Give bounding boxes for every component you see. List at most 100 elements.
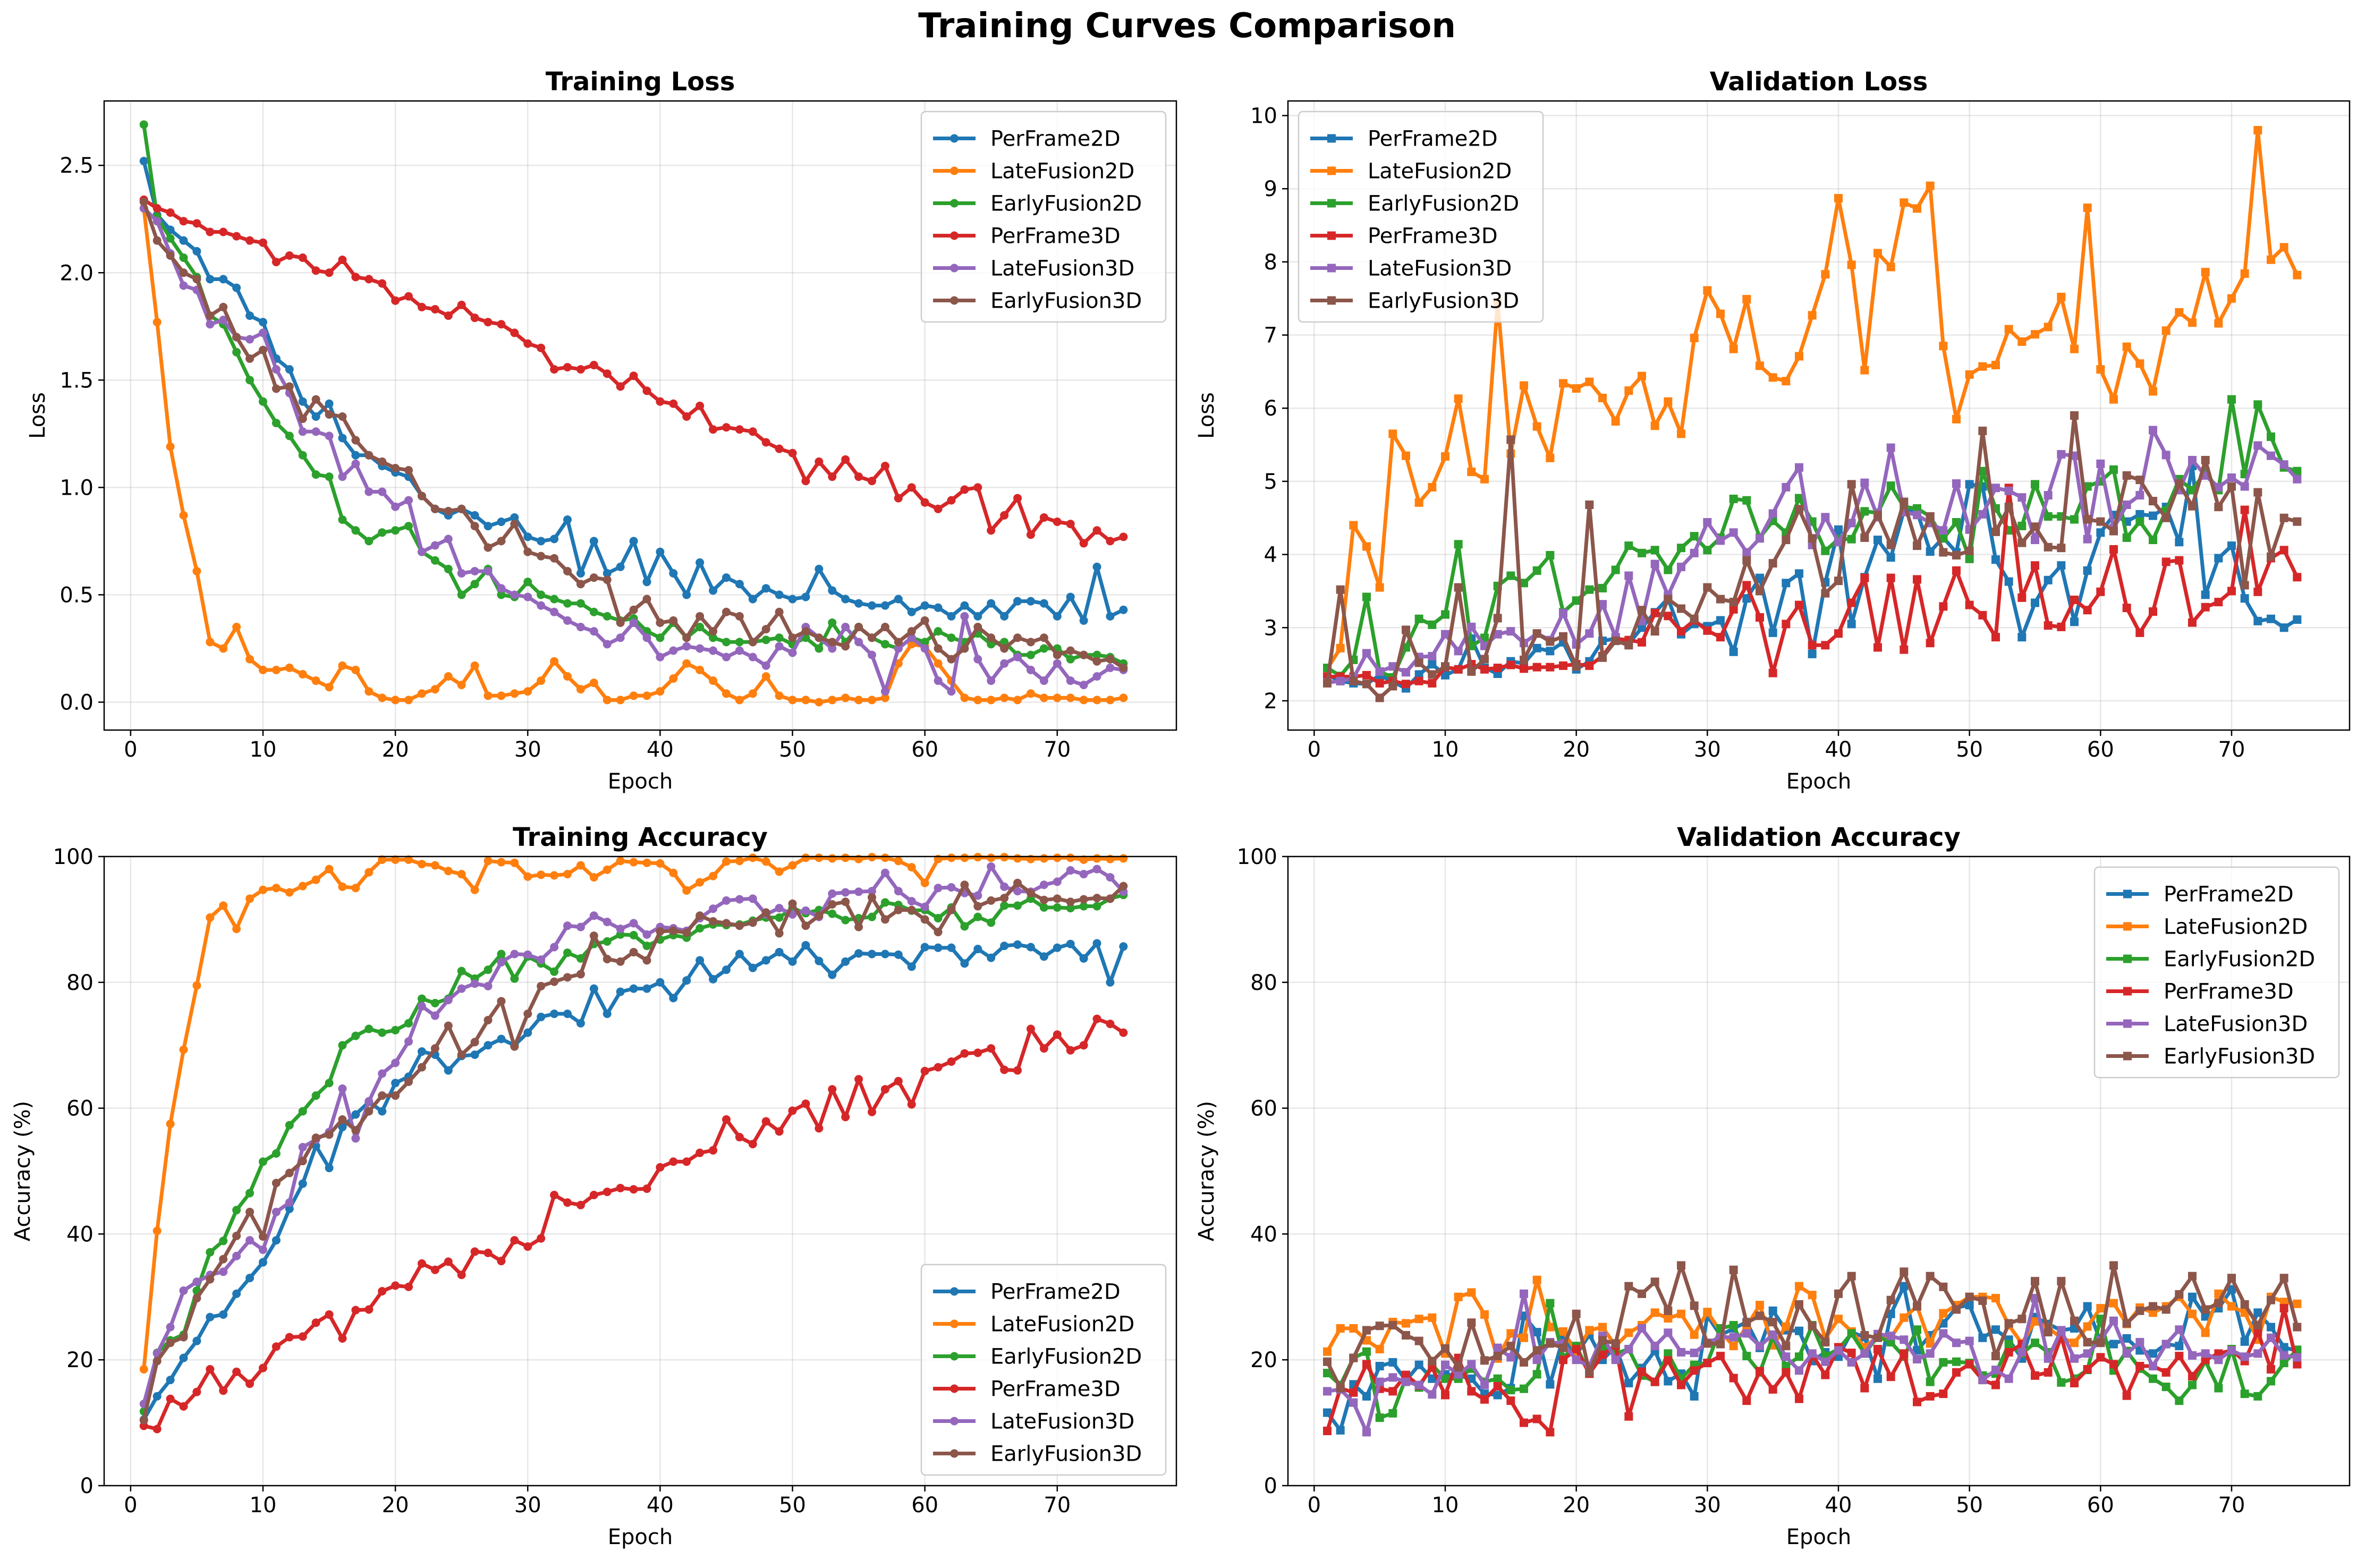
training-accuracy-point-latefusion2d-5 <box>192 981 201 990</box>
training-accuracy-point-earlyfusion2d-15 <box>325 1079 334 1088</box>
training-accuracy-legend-label-perframe3d: PerFrame3D <box>990 1377 1121 1402</box>
training-loss-point-earlyfusion3d-5 <box>192 275 201 284</box>
training-loss-point-perframe3d-23 <box>430 304 439 313</box>
training-loss-ytick-label: 2.5 <box>60 154 94 178</box>
validation-accuracy-point-earlyfusion2d-53 <box>2004 1340 2013 1349</box>
training-accuracy-point-earlyfusion2d-72 <box>1079 902 1088 911</box>
training-accuracy-point-perframe2d-24 <box>444 1066 453 1075</box>
validation-loss-point-latefusion2d-21 <box>1585 377 1594 386</box>
training-accuracy-point-latefusion3d-29 <box>510 950 519 959</box>
validation-accuracy-point-latefusion2d-45 <box>1900 1313 1909 1322</box>
training-loss-point-earlyfusion3d-71 <box>1066 646 1075 655</box>
validation-loss-point-earlyfusion2d-17 <box>1532 566 1541 575</box>
training-accuracy-xtick-label: 20 <box>382 1493 409 1518</box>
validation-loss-point-latefusion2d-12 <box>1467 468 1476 477</box>
validation-accuracy-point-perframe3d-13 <box>1480 1395 1489 1404</box>
training-loss-point-earlyfusion3d-25 <box>457 504 466 513</box>
validation-loss-ytick-label: 7 <box>1264 324 1277 348</box>
training-loss-point-perframe2d-4 <box>179 236 188 245</box>
training-accuracy-point-perframe2d-17 <box>351 1110 360 1119</box>
training-loss-point-latefusion2d-53 <box>828 696 837 705</box>
training-loss-series-earlyfusion3d <box>139 197 1128 672</box>
validation-accuracy-point-earlyfusion2d-74 <box>2279 1359 2288 1368</box>
training-accuracy-point-perframe3d-27 <box>484 1248 493 1257</box>
validation-loss-point-earlyfusion3d-57 <box>2057 544 2066 553</box>
training-loss-point-latefusion3d-34 <box>576 623 585 632</box>
training-accuracy-point-latefusion3d-67 <box>1013 887 1022 896</box>
validation-loss-point-perframe2d-35 <box>1768 628 1777 637</box>
training-loss-point-earlyfusion3d-22 <box>417 491 426 501</box>
training-loss-point-perframe2d-72 <box>1079 616 1088 625</box>
training-loss-point-earlyfusion2d-48 <box>761 635 770 645</box>
training-accuracy-point-earlyfusion3d-27 <box>484 1015 493 1024</box>
training-loss-point-perframe2d-65 <box>987 599 996 608</box>
validation-loss-frame <box>1287 100 2351 731</box>
validation-loss-point-perframe3d-55 <box>2031 561 2039 570</box>
validation-loss-point-earlyfusion3d-45 <box>1900 497 1909 506</box>
training-loss-point-perframe2d-50 <box>788 595 797 604</box>
validation-accuracy-legend-label-latefusion2d: LateFusion2D <box>2164 915 2308 939</box>
validation-accuracy-point-latefusion3d-45 <box>1900 1335 1909 1344</box>
training-loss-point-earlyfusion3d-54 <box>841 642 850 651</box>
training-loss-point-earlyfusion3d-24 <box>444 506 453 515</box>
validation-loss-point-perframe3d-5 <box>1375 679 1384 688</box>
validation-loss-point-perframe2d-10 <box>1441 671 1449 680</box>
training-accuracy-point-latefusion2d-70 <box>1053 853 1062 862</box>
validation-loss-point-perframe3d-11 <box>1454 665 1463 674</box>
training-accuracy-point-latefusion2d-21 <box>404 855 413 864</box>
training-accuracy-point-earlyfusion3d-66 <box>1000 894 1009 903</box>
validation-accuracy-point-perframe3d-47 <box>1926 1392 1935 1401</box>
training-accuracy-point-latefusion2d-47 <box>748 853 757 862</box>
training-loss-point-perframe2d-48 <box>761 584 770 593</box>
validation-accuracy-point-latefusion3d-34 <box>1756 1342 1764 1351</box>
training-loss-legend-marker-perframe3d <box>950 231 959 240</box>
validation-loss-legend-label-latefusion3d: LateFusion3D <box>1368 257 1512 281</box>
validation-loss-point-latefusion2d-5 <box>1375 583 1384 592</box>
validation-accuracy-point-perframe3d-24 <box>1624 1412 1633 1421</box>
validation-loss-point-perframe3d-50 <box>1965 600 1974 609</box>
validation-accuracy-point-perframe2d-35 <box>1768 1306 1777 1315</box>
validation-loss-point-latefusion3d-67 <box>2188 455 2197 464</box>
training-accuracy-point-earlyfusion2d-36 <box>603 937 612 946</box>
training-accuracy-point-perframe3d-15 <box>325 1310 334 1319</box>
validation-loss-point-earlyfusion3d-12 <box>1467 667 1476 676</box>
validation-loss-point-perframe3d-36 <box>1782 620 1791 629</box>
training-accuracy-point-latefusion3d-16 <box>338 1084 347 1093</box>
training-loss-point-perframe2d-42 <box>682 590 691 599</box>
training-loss-point-perframe3d-43 <box>696 401 705 410</box>
validation-loss-legend-label-perframe2d: PerFrame2D <box>1368 127 1498 151</box>
validation-loss-xtick-label: 0 <box>1308 738 1321 762</box>
validation-loss-point-perframe3d-47 <box>1926 639 1935 648</box>
validation-loss-point-earlyfusion3d-67 <box>2188 502 2197 511</box>
training-accuracy-point-perframe3d-5 <box>192 1387 201 1396</box>
training-loss-point-latefusion2d-21 <box>404 696 413 705</box>
training-accuracy-point-latefusion3d-39 <box>642 930 651 939</box>
validation-loss-point-latefusion3d-54 <box>2017 493 2027 502</box>
training-accuracy-point-earlyfusion2d-54 <box>841 916 850 925</box>
training-loss-point-latefusion2d-51 <box>801 696 810 705</box>
training-loss-point-perframe3d-6 <box>206 227 215 236</box>
validation-loss-ytick-label: 8 <box>1264 250 1277 275</box>
training-accuracy-point-perframe3d-67 <box>1013 1066 1022 1075</box>
training-accuracy-point-earlyfusion3d-1 <box>139 1416 148 1425</box>
training-accuracy-point-perframe2d-19 <box>378 1107 387 1116</box>
training-accuracy-point-perframe2d-67 <box>1013 940 1022 949</box>
validation-accuracy-ytick-label: 80 <box>1250 971 1277 995</box>
validation-accuracy-point-latefusion2d-37 <box>1795 1282 1803 1291</box>
training-loss-point-latefusion2d-13 <box>298 669 307 679</box>
validation-accuracy-point-latefusion3d-64 <box>2149 1362 2157 1371</box>
validation-loss-point-latefusion2d-54 <box>2017 337 2027 346</box>
validation-loss-point-earlyfusion3d-56 <box>2044 543 2053 552</box>
training-loss-xtick-label: 50 <box>779 738 806 762</box>
training-loss-point-latefusion2d-2 <box>152 318 162 327</box>
validation-accuracy-point-perframe3d-4 <box>1362 1360 1371 1369</box>
training-loss-xtick-label: 10 <box>250 738 277 762</box>
training-loss-legend-box <box>920 111 1167 323</box>
validation-accuracy-point-earlyfusion2d-33 <box>1742 1352 1751 1361</box>
validation-accuracy-point-latefusion3d-24 <box>1624 1345 1633 1354</box>
validation-loss-point-earlyfusion2d-10 <box>1441 610 1449 619</box>
validation-accuracy-point-earlyfusion3d-61 <box>2109 1261 2118 1270</box>
training-loss-point-perframe2d-36 <box>603 569 612 578</box>
